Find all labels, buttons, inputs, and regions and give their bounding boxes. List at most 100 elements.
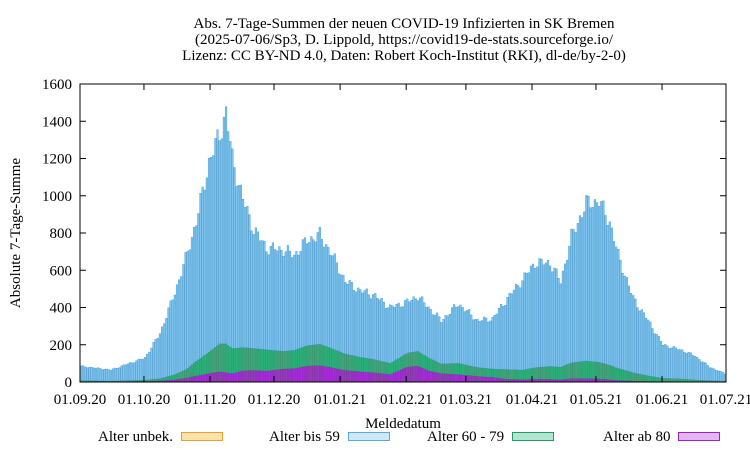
bar-age-80	[316, 365, 319, 383]
bar-age-under-59	[568, 245, 571, 364]
bar-age-under-59	[101, 369, 104, 382]
bar-age-60-79	[363, 357, 366, 373]
axes-layer: 0 200 400 600 800 1000 1200 1400 1600 01.09.20 01.…	[42, 77, 750, 408]
bar-age-under-59	[252, 234, 255, 349]
bar-age-under-59	[546, 260, 550, 367]
bar-age-60-79	[453, 363, 456, 375]
bar-age-80	[408, 366, 411, 383]
bar-age-under-59	[274, 249, 277, 351]
bar-age-60-79	[472, 366, 475, 377]
bar-age-60-79	[623, 370, 626, 381]
bar-age-under-59	[301, 239, 304, 348]
bar-age-60-79	[610, 365, 613, 381]
bar-age-80	[235, 372, 238, 383]
bar-age-60-79	[536, 367, 539, 380]
bar-age-under-59	[173, 294, 176, 375]
bar-age-60-79	[585, 360, 588, 379]
bar-age-80	[214, 372, 217, 383]
bar-age-under-59	[713, 368, 716, 382]
bar-age-80	[327, 366, 330, 383]
bar-age-60-79	[446, 363, 449, 375]
bar-age-under-59	[90, 366, 93, 381]
bar-age-under-59	[143, 357, 147, 381]
bar-age-80	[576, 378, 579, 383]
bar-age-under-59	[653, 333, 656, 378]
bar-age-60-79	[544, 366, 547, 380]
bar-age-80	[203, 374, 206, 383]
bar-age-60-79	[186, 367, 189, 379]
bar-age-under-59	[269, 245, 272, 351]
bar-age-under-59	[325, 244, 328, 347]
bar-age-under-59	[265, 251, 268, 350]
bar-age-60-79	[431, 359, 434, 372]
y-tick-label: 1200	[42, 152, 72, 168]
bar-age-60-79	[634, 372, 637, 382]
bar-age-80	[220, 371, 223, 383]
bar-age-60-79	[314, 344, 317, 366]
bar-age-under-59	[218, 140, 221, 344]
bar-age-60-79	[448, 363, 451, 375]
bar-age-under-59	[574, 231, 577, 363]
bar-age-60-79	[636, 373, 639, 382]
bar-age-60-79	[404, 354, 407, 369]
bar-age-60-79	[549, 366, 552, 380]
bar-age-80	[393, 372, 396, 383]
bar-age-60-79	[163, 377, 166, 381]
bar-age-under-59	[453, 304, 456, 364]
bar-age-80	[278, 369, 281, 383]
x-tick-label: 01.10.20	[118, 392, 171, 408]
bar-age-60-79	[184, 369, 187, 379]
bar-age-under-59	[216, 129, 219, 346]
bar-age-60-79	[397, 358, 400, 371]
bar-age-80	[495, 377, 498, 383]
bar-age-under-59	[523, 272, 526, 370]
bar-age-under-59	[186, 250, 189, 369]
bar-age-60-79	[158, 378, 161, 382]
bar-age-under-59	[220, 138, 223, 344]
bar-age-under-59	[129, 362, 132, 381]
bar-age-60-79	[521, 369, 524, 380]
bar-age-60-79	[220, 343, 223, 373]
bar-age-under-59	[514, 283, 518, 371]
bar-age-60-79	[274, 350, 277, 371]
bar-age-60-79	[399, 356, 402, 371]
bar-age-under-59	[500, 304, 503, 370]
bar-age-60-79	[318, 344, 321, 366]
bar-age-80	[199, 375, 202, 383]
bar-age-under-59	[276, 250, 279, 351]
bar-age-60-79	[412, 351, 415, 367]
bar-age-60-79	[591, 361, 594, 380]
chart-title: Abs. 7-Tage-Summen der neuen COVID-19 In…	[0, 16, 750, 64]
bar-age-under-59	[357, 287, 360, 357]
bar-age-80	[433, 372, 437, 383]
bar-age-60-79	[355, 356, 358, 372]
bar-age-under-59	[297, 254, 300, 349]
bar-age-under-59	[401, 306, 405, 356]
legend-swatch	[180, 432, 223, 442]
bar-age-under-59	[376, 297, 379, 361]
bar-age-80	[414, 366, 417, 383]
bar-age-under-59	[295, 251, 298, 350]
bar-age-under-59	[715, 370, 718, 382]
bar-age-under-59	[150, 347, 153, 380]
bar-age-60-79	[598, 362, 601, 380]
bar-age-80	[265, 371, 268, 383]
bar-age-under-59	[706, 365, 709, 381]
bar-age-under-59	[355, 291, 358, 357]
bar-age-under-59	[647, 319, 650, 377]
bar-age-60-79	[640, 374, 643, 382]
bar-age-80	[269, 370, 272, 383]
bar-age-80	[248, 370, 251, 383]
bar-age-under-59	[450, 307, 454, 364]
bar-age-under-59	[233, 167, 236, 349]
bar-age-60-79	[265, 349, 268, 372]
x-tick-label: 01.01.21	[314, 392, 367, 408]
bar-age-under-59	[180, 276, 183, 372]
bar-age-under-59	[335, 262, 338, 351]
bar-age-under-59	[446, 315, 449, 364]
bar-age-under-59	[534, 268, 537, 368]
bar-age-60-79	[502, 369, 505, 379]
bar-age-80	[350, 370, 353, 383]
bar-age-80	[497, 377, 500, 383]
bar-age-60-79	[320, 344, 324, 367]
